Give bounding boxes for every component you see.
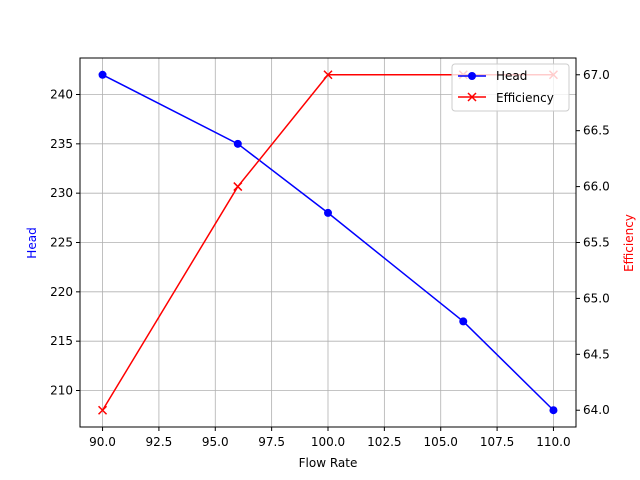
y2-tick-label: 65.0 xyxy=(583,291,610,305)
y2-axis-ticks: 64.0 64.5 65.0 65.5 66.0 66.5 67.0 xyxy=(576,68,610,417)
y-tick-label: 240 xyxy=(50,88,73,102)
y2-tick-label: 66.5 xyxy=(583,124,610,138)
efficiency-marker xyxy=(98,405,108,415)
y2-tick-label: 66.0 xyxy=(583,180,610,194)
legend: Head Efficiency xyxy=(451,63,570,112)
y-axis-label: Head xyxy=(25,227,39,258)
legend-efficiency-label: Efficiency xyxy=(496,91,554,105)
y-tick-label: 220 xyxy=(50,285,73,299)
y2-tick-label: 64.5 xyxy=(583,347,610,361)
y-tick-label: 210 xyxy=(50,383,73,397)
legend-head-label: Head xyxy=(496,69,527,83)
legend-head-marker-icon xyxy=(468,72,476,80)
y-tick-label: 230 xyxy=(50,186,73,200)
x-tick-label: 105.0 xyxy=(424,435,458,449)
y2-tick-label: 64.0 xyxy=(583,403,610,417)
x-tick-label: 107.5 xyxy=(480,435,514,449)
legend-efficiency-marker-icon xyxy=(467,92,477,102)
y-axis-ticks: 210 215 220 225 230 235 240 xyxy=(50,88,80,397)
x-tick-label: 97.5 xyxy=(258,435,285,449)
y2-tick-label: 67.0 xyxy=(583,68,610,82)
head-marker xyxy=(549,406,558,415)
head-marker xyxy=(98,70,107,79)
x-tick-label: 92.5 xyxy=(146,435,173,449)
head-series xyxy=(98,70,558,415)
y-tick-label: 225 xyxy=(50,236,73,250)
head-marker xyxy=(324,208,332,217)
y-tick-label: 215 xyxy=(50,334,73,348)
x-tick-label: 102.5 xyxy=(367,435,401,449)
y-tick-label: 235 xyxy=(50,137,73,151)
x-tick-label: 110.0 xyxy=(536,435,570,449)
efficiency-marker xyxy=(323,70,333,80)
x-tick-label: 95.0 xyxy=(202,435,229,449)
y2-tick-label: 65.5 xyxy=(583,236,610,250)
x-axis-label: Flow Rate xyxy=(299,456,358,470)
head-marker xyxy=(233,139,242,148)
efficiency-marker xyxy=(233,182,243,192)
head-marker xyxy=(459,317,468,326)
x-axis-ticks: 90.0 92.5 95.0 97.5 100.0 102.5 105.0 107.5 110.… xyxy=(89,427,571,449)
y2-axis-label: Efficiency xyxy=(622,214,636,272)
grid-lines xyxy=(80,58,576,427)
x-tick-label: 100.0 xyxy=(311,435,345,449)
x-tick-label: 90.0 xyxy=(89,435,116,449)
